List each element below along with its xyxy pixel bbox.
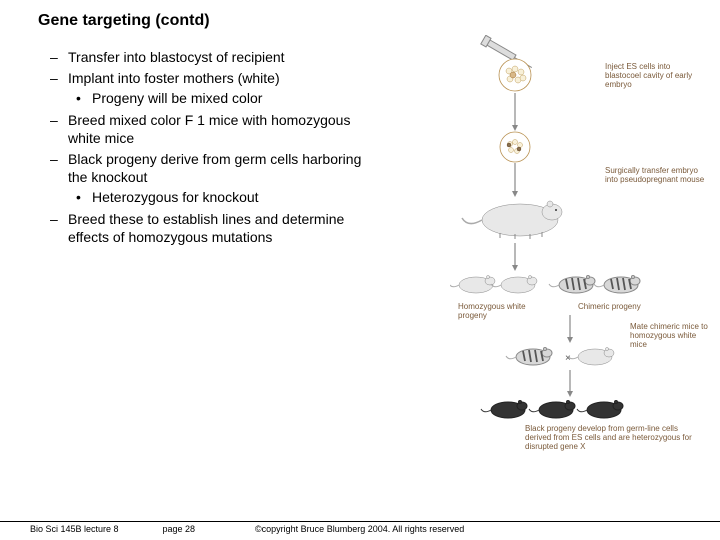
label-transfer: Surgically transfer embryo into pseudopr… bbox=[605, 167, 705, 185]
footer-left: Bio Sci 145B lecture 8 bbox=[30, 524, 160, 534]
label-homo-white: Homozygous white progeny bbox=[458, 303, 528, 321]
label-inject: Inject ES cells into blastocoel cavity o… bbox=[605, 63, 705, 89]
bullet-column: Transfer into blastocyst of recipient Imp… bbox=[20, 48, 380, 249]
label-chimeric: Chimeric progeny bbox=[578, 303, 658, 312]
bullet-item: Breed mixed color F 1 mice with homozygo… bbox=[50, 111, 380, 147]
footer-right: ©copyright Bruce Blumberg 2004. All righ… bbox=[255, 524, 464, 534]
bullet-item: Breed these to establish lines and deter… bbox=[50, 210, 380, 246]
bullet-item: Black progeny derive from germ cells har… bbox=[50, 150, 380, 207]
gene-targeting-diagram: × bbox=[450, 35, 710, 485]
footer-mid: page 28 bbox=[163, 524, 253, 534]
sub-bullet-item: Heterozygous for knockout bbox=[76, 188, 380, 206]
label-mate: Mate chimeric mice to homozygous white m… bbox=[630, 323, 708, 349]
slide-title: Gene targeting (contd) bbox=[38, 12, 700, 30]
bullet-item: Transfer into blastocyst of recipient bbox=[50, 48, 380, 66]
label-black: Black progeny develop from germ-line cel… bbox=[525, 425, 695, 451]
bullet-item: Implant into foster mothers (white)Proge… bbox=[50, 69, 380, 107]
sub-bullet-item: Progeny will be mixed color bbox=[76, 89, 380, 107]
footer: Bio Sci 145B lecture 8 page 28 ©copyrigh… bbox=[0, 521, 720, 534]
